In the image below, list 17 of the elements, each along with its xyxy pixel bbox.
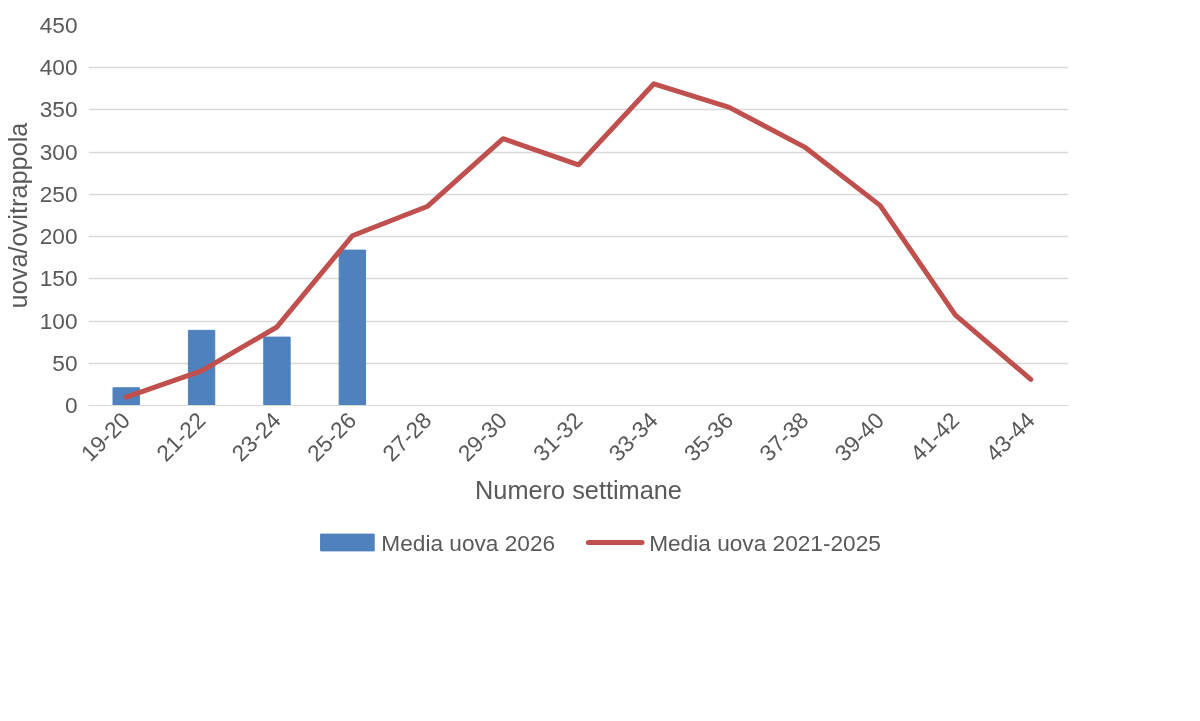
y-tick-label: 50	[52, 349, 78, 376]
legend-label: Media uova 2026	[381, 529, 556, 556]
y-tick-label: 400	[39, 54, 78, 81]
x-axis-title: Numero settimane	[475, 476, 682, 505]
y-tick-label: 200	[39, 223, 78, 250]
bar	[338, 249, 367, 406]
y-tick-label: 300	[39, 138, 78, 165]
y-tick-label: 0	[64, 392, 78, 418]
y-tick-label: 150	[39, 265, 78, 292]
bar	[187, 329, 216, 406]
y-tick-label: 250	[39, 180, 78, 207]
legend-label: Media uova 2021-2025	[649, 529, 881, 556]
y-tick-label: 450	[39, 12, 78, 38]
y-axis-title: uova/ovitrappola	[3, 121, 32, 309]
y-tick-label: 100	[39, 307, 78, 334]
y-tick-label: 350	[39, 96, 78, 123]
bar	[263, 336, 291, 406]
